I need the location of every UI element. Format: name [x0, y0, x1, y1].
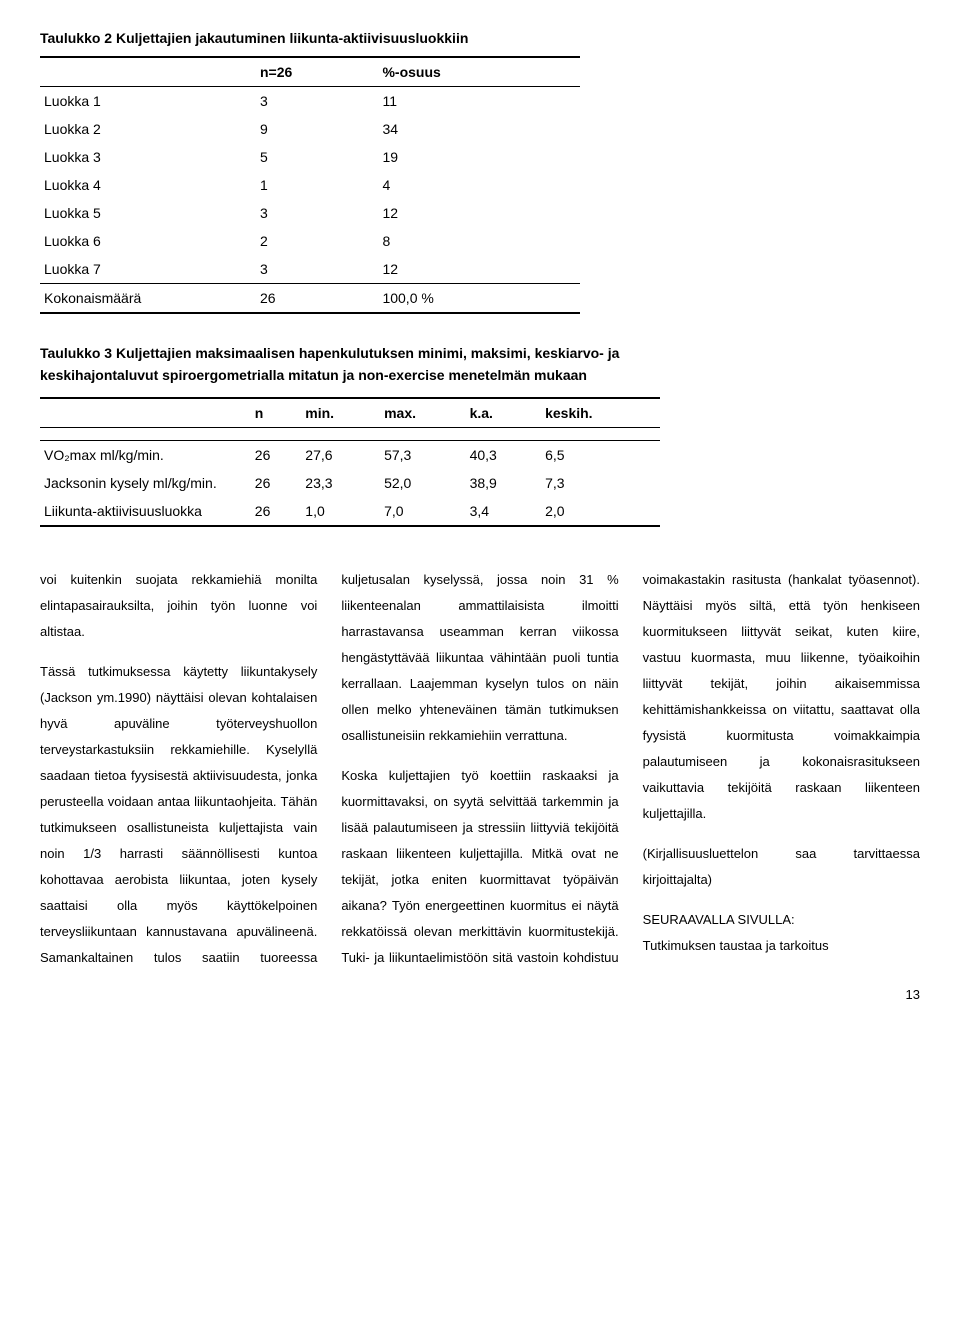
table3-r0c4: 40,3 — [466, 440, 542, 469]
table3-h3: max. — [380, 398, 466, 428]
table3-title: Taulukko 3 Kuljettajien maksimaalisen ha… — [40, 342, 660, 387]
table3-r0c0: VO₂max ml/kg/min. — [40, 440, 251, 469]
table2-r6c1: 3 — [256, 255, 378, 284]
body-text: voi kuitenkin suojata rekkamiehiä monilt… — [40, 567, 920, 972]
body-p4: (Kirjallisuusluettelon saa tarvittaessa … — [643, 841, 920, 893]
table3: n min. max. k.a. keskih. VO₂max ml/kg/mi… — [40, 397, 660, 527]
table2: n=26 %-osuus Luokka 1 3 11 Luokka 2 9 34… — [40, 56, 580, 314]
table2-r4c2: 12 — [378, 199, 580, 227]
table3-r1c0: Jacksonin kysely ml/kg/min. — [40, 469, 251, 497]
body-p5b: Tutkimuksen taustaa ja tarkoitus — [643, 938, 829, 953]
table2-r6c0: Luokka 7 — [40, 255, 256, 284]
table3-h2: min. — [301, 398, 380, 428]
table2-r5c2: 8 — [378, 227, 580, 255]
table2-r4c1: 3 — [256, 199, 378, 227]
table2-r4c0: Luokka 5 — [40, 199, 256, 227]
table3-r1c2: 23,3 — [301, 469, 380, 497]
table2-r5c1: 2 — [256, 227, 378, 255]
table3-r2c5: 2,0 — [541, 497, 660, 526]
table3-r2c0: Liikunta-aktiivisuusluokka — [40, 497, 251, 526]
table2-r0c2: 11 — [378, 87, 580, 116]
table2-r5c0: Luokka 6 — [40, 227, 256, 255]
table3-r0c1: 26 — [251, 440, 302, 469]
table2-r3c0: Luokka 4 — [40, 171, 256, 199]
table2-r1c0: Luokka 2 — [40, 115, 256, 143]
table3-r1c4: 38,9 — [466, 469, 542, 497]
table3-h0 — [40, 398, 251, 428]
table2-r2c1: 5 — [256, 143, 378, 171]
table3-h5: keskih. — [541, 398, 660, 428]
table3-r0c3: 57,3 — [380, 440, 466, 469]
table2-r6c2: 12 — [378, 255, 580, 284]
table2-r2c2: 19 — [378, 143, 580, 171]
body-p5a: SEURAAVALLA SIVULLA: — [643, 912, 795, 927]
table3-r2c2: 1,0 — [301, 497, 380, 526]
table2-title: Taulukko 2 Kuljettajien jakautuminen lii… — [40, 30, 920, 46]
table3-r2c1: 26 — [251, 497, 302, 526]
table3-r2c3: 7,0 — [380, 497, 466, 526]
body-p5: SEURAAVALLA SIVULLA: Tutkimuksen taustaa… — [643, 907, 920, 959]
table2-f1: 26 — [256, 284, 378, 314]
table3-h4: k.a. — [466, 398, 542, 428]
table3-r1c1: 26 — [251, 469, 302, 497]
table2-r1c1: 9 — [256, 115, 378, 143]
table3-r1c3: 52,0 — [380, 469, 466, 497]
table2-h2: %-osuus — [378, 57, 580, 87]
table3-r2c4: 3,4 — [466, 497, 542, 526]
table3-h1: n — [251, 398, 302, 428]
table2-f0: Kokonaismäärä — [40, 284, 256, 314]
table2-h0 — [40, 57, 256, 87]
table3-r0c5: 6,5 — [541, 440, 660, 469]
table2-r0c0: Luokka 1 — [40, 87, 256, 116]
body-p1: voi kuitenkin suojata rekkamiehiä monilt… — [40, 567, 317, 645]
table2-f2: 100,0 % — [378, 284, 580, 314]
table3-r1c5: 7,3 — [541, 469, 660, 497]
table2-h1: n=26 — [256, 57, 378, 87]
table2-r1c2: 34 — [378, 115, 580, 143]
table2-r0c1: 3 — [256, 87, 378, 116]
table2-r3c2: 4 — [378, 171, 580, 199]
table3-r0c2: 27,6 — [301, 440, 380, 469]
page-number: 13 — [40, 987, 920, 1002]
table2-r2c0: Luokka 3 — [40, 143, 256, 171]
table2-r3c1: 1 — [256, 171, 378, 199]
